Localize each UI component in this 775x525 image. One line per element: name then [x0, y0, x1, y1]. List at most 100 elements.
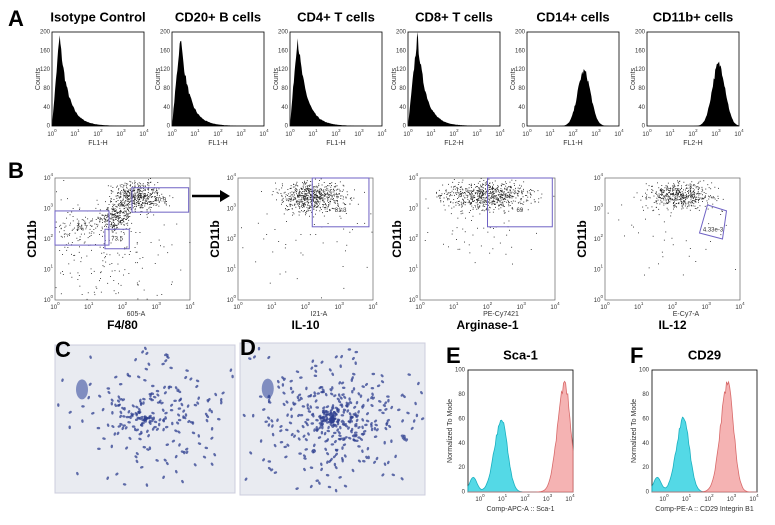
event-dot [477, 207, 478, 208]
event-dot [463, 196, 464, 197]
event-dot [338, 197, 339, 198]
event-dot [90, 225, 91, 226]
y-tick-label: 160 [40, 48, 51, 54]
event-dot [325, 198, 326, 199]
event-dot [352, 229, 353, 230]
event-dot [504, 188, 505, 189]
event-dot [505, 196, 506, 197]
event-dot [485, 201, 486, 202]
event-dot [119, 212, 120, 213]
event-dot [146, 203, 147, 204]
event-dot [444, 198, 445, 199]
event-dot [462, 180, 463, 181]
event-dot [123, 195, 124, 196]
event-dot [528, 209, 529, 210]
event-dot [140, 193, 141, 194]
event-dot [480, 192, 481, 193]
event-dot [120, 196, 121, 197]
event-dot [307, 194, 308, 195]
event-dot [313, 189, 314, 190]
event-dot [335, 187, 336, 188]
y-tick-label: 200 [635, 30, 646, 36]
event-dot [102, 222, 103, 223]
event-dot [442, 193, 443, 194]
event-dot [658, 187, 659, 188]
event-dot [104, 218, 105, 219]
event-dot [74, 255, 75, 256]
event-dot [64, 227, 65, 228]
event-dot [497, 201, 498, 202]
event-dot [128, 189, 129, 190]
event-dot [718, 196, 719, 197]
event-dot [492, 203, 493, 204]
event-dot [486, 192, 487, 193]
event-dot [673, 196, 674, 197]
event-dot [631, 225, 632, 226]
event-dot [673, 193, 674, 194]
event-dot [466, 195, 467, 196]
event-dot [695, 199, 696, 200]
event-dot [526, 200, 527, 201]
event-dot [293, 199, 294, 200]
event-dot [661, 202, 662, 203]
event-dot [675, 197, 676, 198]
event-dot [92, 219, 93, 220]
event-dot [490, 191, 491, 192]
event-dot [299, 190, 300, 191]
event-dot [471, 220, 472, 221]
event-dot [673, 183, 674, 184]
event-dot [118, 219, 119, 220]
event-dot [119, 211, 120, 212]
event-dot [299, 208, 300, 209]
event-dot [97, 200, 98, 201]
event-dot [679, 199, 680, 200]
event-dot [107, 283, 108, 284]
plot-title: CD8+ T cells [415, 9, 493, 24]
event-dot [339, 189, 340, 190]
event-dot [130, 212, 131, 213]
event-dot [337, 194, 338, 195]
event-dot [323, 206, 324, 207]
event-dot [699, 193, 700, 194]
event-dot [320, 207, 321, 208]
event-dot [686, 188, 687, 189]
event-dot [471, 206, 472, 207]
event-dot [337, 189, 338, 190]
event-dot [501, 197, 502, 198]
event-dot [127, 196, 128, 197]
event-dot [310, 197, 311, 198]
event-dot [140, 186, 141, 187]
event-dot [493, 184, 494, 185]
event-dot [129, 213, 130, 214]
event-dot [129, 211, 130, 212]
y-tick-label: 80 [163, 86, 170, 92]
event-dot [308, 210, 309, 211]
event-dot [483, 193, 484, 194]
y-tick-label: 160 [635, 48, 646, 54]
event-dot [702, 189, 703, 190]
event-dot [689, 206, 690, 207]
event-dot [482, 203, 483, 204]
event-dot [326, 197, 327, 198]
event-dot [143, 199, 144, 200]
event-dot [450, 202, 451, 203]
event-dot [508, 201, 509, 202]
event-dot [123, 275, 124, 276]
event-dot [286, 205, 287, 206]
event-dot [669, 192, 670, 193]
event-dot [128, 207, 129, 208]
event-dot [656, 201, 657, 202]
event-dot [340, 216, 341, 217]
event-dot [662, 202, 663, 203]
event-dot [482, 187, 483, 188]
event-dot [315, 190, 316, 191]
event-dot [461, 203, 462, 204]
event-dot [79, 209, 80, 210]
event-dot [340, 198, 341, 199]
event-dot [115, 219, 116, 220]
event-dot [88, 237, 89, 238]
event-dot [504, 191, 505, 192]
event-dot [140, 201, 141, 202]
event-dot [152, 203, 153, 204]
event-dot [346, 198, 347, 199]
